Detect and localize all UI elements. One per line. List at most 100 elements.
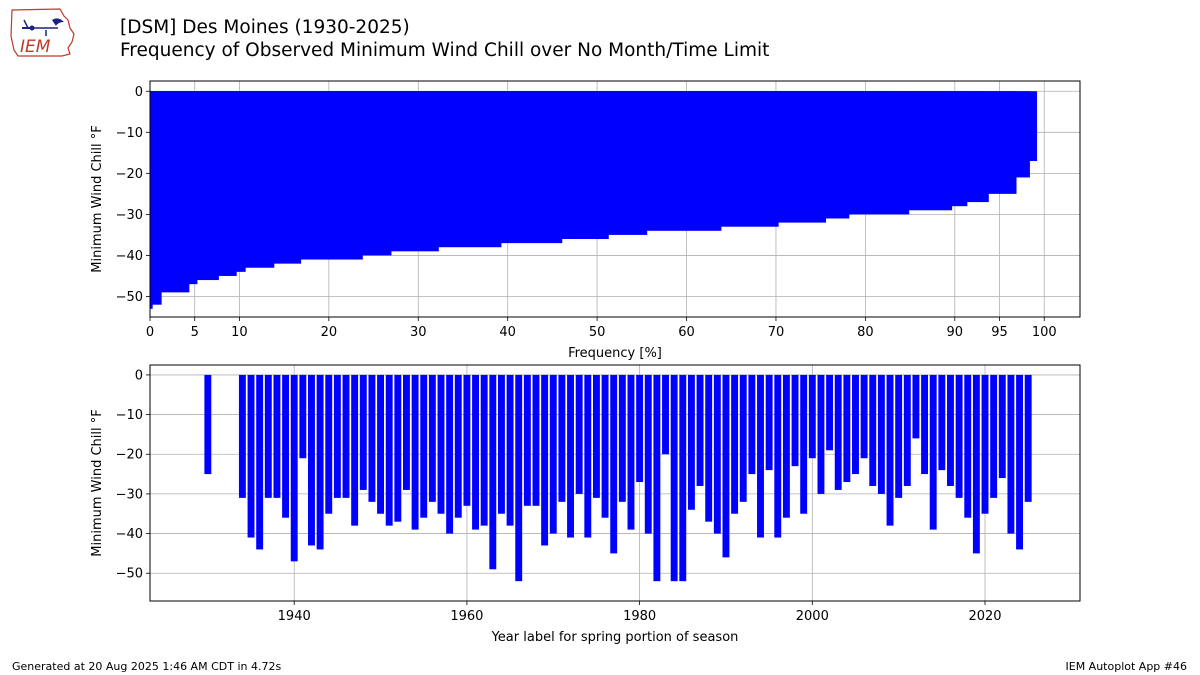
year-bar	[411, 374, 419, 530]
year-bar	[662, 374, 669, 455]
year-bar	[653, 374, 661, 582]
chart-subtitle: Frequency of Observed Minimum Wind Chill…	[120, 40, 770, 61]
year-bar	[748, 374, 756, 475]
year-bar	[1007, 374, 1015, 534]
freq-xtick-label: 30	[410, 325, 427, 340]
year-bar	[385, 374, 393, 526]
chart-title: [DSM] Des Moines (1930-2025)	[120, 17, 410, 38]
year-bar	[808, 374, 816, 459]
year-bar	[532, 374, 540, 506]
freq-ytick-label: 0	[135, 85, 143, 100]
year-bar	[739, 374, 747, 502]
year-ytick-label: −50	[116, 567, 143, 582]
year-ytick-label: −30	[116, 487, 143, 502]
year-bar	[446, 374, 454, 534]
year-bar	[938, 374, 946, 471]
year-bar	[601, 374, 609, 518]
year-bar	[325, 374, 333, 514]
year-bar	[264, 374, 272, 498]
year-bar	[351, 374, 359, 526]
freq-xtick-label: 50	[589, 325, 606, 340]
year-bar	[843, 374, 851, 483]
frequency-panel: 0 −10 −20 −30 −40 −50 0 5 10 20 30 40 50 60 70 80 90 95 10…	[90, 80, 1081, 361]
freq-xtick-label: 0	[146, 325, 154, 340]
year-bar	[489, 374, 497, 570]
freq-xtick-label: 80	[857, 325, 874, 340]
year-bar	[541, 374, 549, 546]
logo-text: IEM	[20, 37, 51, 57]
year-bar	[895, 374, 903, 498]
year-bar	[497, 374, 505, 514]
frequency-bar	[150, 91, 1038, 162]
freq-xtick-label: 40	[499, 325, 516, 340]
year-bar	[428, 374, 436, 502]
year-bar	[627, 374, 635, 530]
freq-xtick-label: 10	[231, 325, 248, 340]
year-bar	[558, 374, 566, 502]
freq-ytick-label: −10	[116, 126, 143, 141]
year-bar	[782, 374, 790, 518]
year-bar	[403, 374, 410, 490]
year-y-axis-label: Minimum Wind Chill °F	[90, 409, 105, 556]
freq-xtick-label: 20	[321, 325, 338, 340]
year-bar	[921, 374, 929, 475]
year-bar	[947, 374, 954, 486]
year-bar	[886, 374, 894, 526]
year-bar	[618, 374, 626, 502]
year-bar	[454, 374, 462, 518]
year-xtick-label: 2000	[796, 609, 829, 624]
year-bar	[247, 374, 255, 538]
year-xtick-label: 1960	[450, 609, 483, 624]
year-bar	[722, 374, 730, 558]
year-ytick-label: 0	[135, 368, 143, 383]
year-bar	[308, 374, 315, 546]
freq-xtick-label: 70	[768, 325, 785, 340]
year-bar	[731, 374, 739, 514]
year-bar	[644, 374, 652, 534]
year-bar	[515, 374, 523, 582]
year-bar	[523, 374, 531, 506]
year-x-axis-label: Year label for spring portion of season	[491, 630, 739, 645]
year-bar	[800, 374, 808, 514]
year-bar	[584, 374, 592, 538]
year-bar	[316, 374, 324, 550]
year-bar	[463, 374, 471, 506]
year-bar	[713, 374, 721, 534]
year-xtick-label: 1940	[278, 609, 311, 624]
year-bar	[912, 374, 920, 439]
year-bar	[765, 374, 773, 471]
freq-xtick-label: 5	[191, 325, 199, 340]
year-xtick-label: 1980	[623, 609, 656, 624]
year-bar	[333, 374, 341, 498]
year-bar	[567, 374, 574, 538]
freq-xtick-label: 60	[678, 325, 695, 340]
year-bar	[549, 374, 557, 534]
year-bar	[679, 374, 687, 582]
year-bar	[955, 374, 963, 498]
freq-ytick-label: −20	[116, 167, 143, 182]
year-bar	[990, 374, 998, 498]
freq-x-axis-label: Frequency [%]	[568, 346, 662, 361]
year-bar	[256, 374, 264, 550]
freq-xtick-label: 95	[991, 325, 1008, 340]
year-bar	[1024, 374, 1032, 502]
year-bar	[964, 374, 972, 518]
freq-ytick-label: −50	[116, 290, 143, 305]
year-bar	[592, 374, 600, 498]
year-bar	[394, 374, 402, 522]
year-bar	[299, 374, 307, 459]
year-bar	[610, 374, 618, 554]
year-bar	[981, 374, 989, 514]
year-bar	[705, 374, 713, 522]
year-bar	[687, 374, 695, 510]
year-bar	[282, 374, 290, 518]
year-plot-frame	[149, 364, 1081, 602]
freq-xtick-label: 90	[947, 325, 964, 340]
year-bar	[472, 374, 479, 530]
year-bar	[929, 374, 937, 530]
year-bar	[877, 374, 885, 494]
year-bar	[791, 374, 799, 467]
year-bar	[506, 374, 514, 526]
freq-ytick-label: −40	[116, 249, 143, 264]
